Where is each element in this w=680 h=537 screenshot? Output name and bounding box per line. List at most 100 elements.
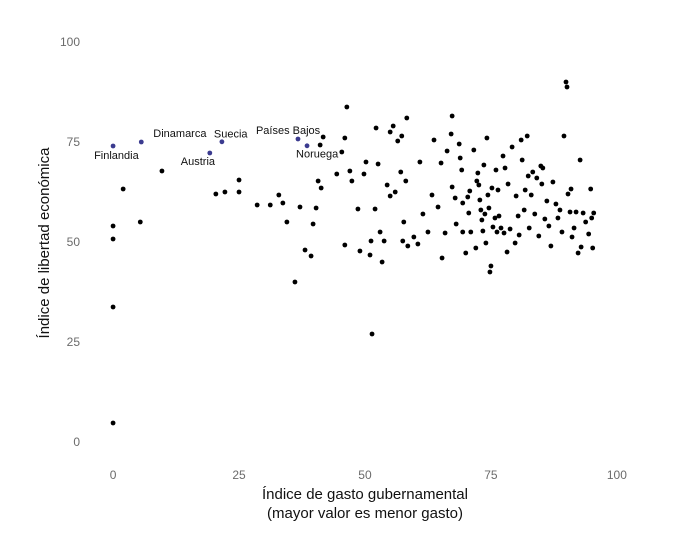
point	[478, 207, 484, 213]
point	[485, 192, 491, 198]
point	[381, 238, 387, 244]
point	[110, 304, 116, 310]
point	[550, 179, 556, 185]
point	[465, 194, 471, 200]
point	[411, 234, 417, 240]
point	[589, 215, 595, 221]
point	[368, 238, 374, 244]
point	[308, 253, 314, 259]
point	[463, 250, 469, 256]
point	[375, 161, 381, 167]
point	[276, 192, 282, 198]
point	[567, 209, 573, 215]
point	[487, 269, 493, 275]
point	[357, 248, 363, 254]
point	[565, 191, 571, 197]
y-tick-label: 50	[67, 235, 81, 249]
point	[431, 137, 437, 143]
x-tick-label: 75	[484, 468, 498, 482]
point	[355, 206, 361, 212]
point	[482, 211, 488, 217]
point	[219, 139, 225, 145]
point	[588, 186, 594, 192]
point	[297, 204, 303, 210]
point	[509, 144, 515, 150]
point	[449, 184, 455, 190]
point	[473, 245, 479, 251]
point	[399, 133, 405, 139]
point	[580, 210, 586, 216]
point	[452, 195, 458, 201]
point	[401, 219, 407, 225]
point	[429, 192, 435, 198]
point	[460, 229, 466, 235]
point	[559, 229, 565, 235]
point	[476, 182, 482, 188]
point	[213, 191, 219, 197]
point	[555, 215, 561, 221]
point	[442, 230, 448, 236]
point	[320, 134, 326, 140]
point	[504, 249, 510, 255]
point	[417, 159, 423, 165]
point	[564, 84, 570, 90]
point	[493, 167, 499, 173]
point	[468, 229, 474, 235]
point	[590, 245, 596, 251]
point	[460, 200, 466, 206]
point	[349, 178, 355, 184]
point	[315, 178, 321, 184]
point	[304, 143, 310, 149]
point	[525, 173, 531, 179]
point	[363, 159, 369, 165]
point	[236, 177, 242, 183]
point	[254, 202, 260, 208]
point	[471, 147, 477, 153]
point	[534, 175, 540, 181]
point	[120, 186, 126, 192]
point	[568, 186, 574, 192]
point	[459, 167, 465, 173]
point	[548, 243, 554, 249]
point	[403, 178, 409, 184]
point-label: Finlandia	[94, 150, 140, 162]
point	[110, 420, 116, 426]
point	[480, 228, 486, 234]
point	[500, 153, 506, 159]
point	[137, 219, 143, 225]
x-axis-title: (mayor valor es menor gasto)	[267, 505, 463, 522]
point	[207, 150, 213, 156]
point	[457, 155, 463, 161]
point	[222, 189, 228, 195]
point	[334, 171, 340, 177]
point	[317, 142, 323, 148]
point	[539, 181, 545, 187]
point	[390, 123, 396, 129]
point	[467, 188, 473, 194]
point	[449, 113, 455, 119]
point	[492, 215, 498, 221]
point	[496, 213, 502, 219]
point	[494, 229, 500, 235]
point	[292, 279, 298, 285]
point	[466, 210, 472, 216]
point	[379, 259, 385, 265]
point-label: Países Bajos	[256, 125, 321, 137]
point	[400, 238, 406, 244]
point	[474, 178, 480, 184]
point	[524, 133, 530, 139]
point	[295, 136, 301, 142]
point	[267, 202, 273, 208]
point	[484, 135, 490, 141]
x-tick-label: 50	[358, 468, 372, 482]
point	[536, 233, 542, 239]
y-tick-label: 0	[73, 435, 80, 449]
point	[384, 182, 390, 188]
y-tick-label: 25	[67, 335, 81, 349]
point-label: Dinamarca	[153, 128, 207, 140]
point	[486, 205, 492, 211]
point	[313, 205, 319, 211]
point	[420, 211, 426, 217]
